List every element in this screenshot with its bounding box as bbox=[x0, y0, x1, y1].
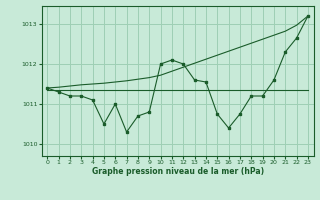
X-axis label: Graphe pression niveau de la mer (hPa): Graphe pression niveau de la mer (hPa) bbox=[92, 167, 264, 176]
